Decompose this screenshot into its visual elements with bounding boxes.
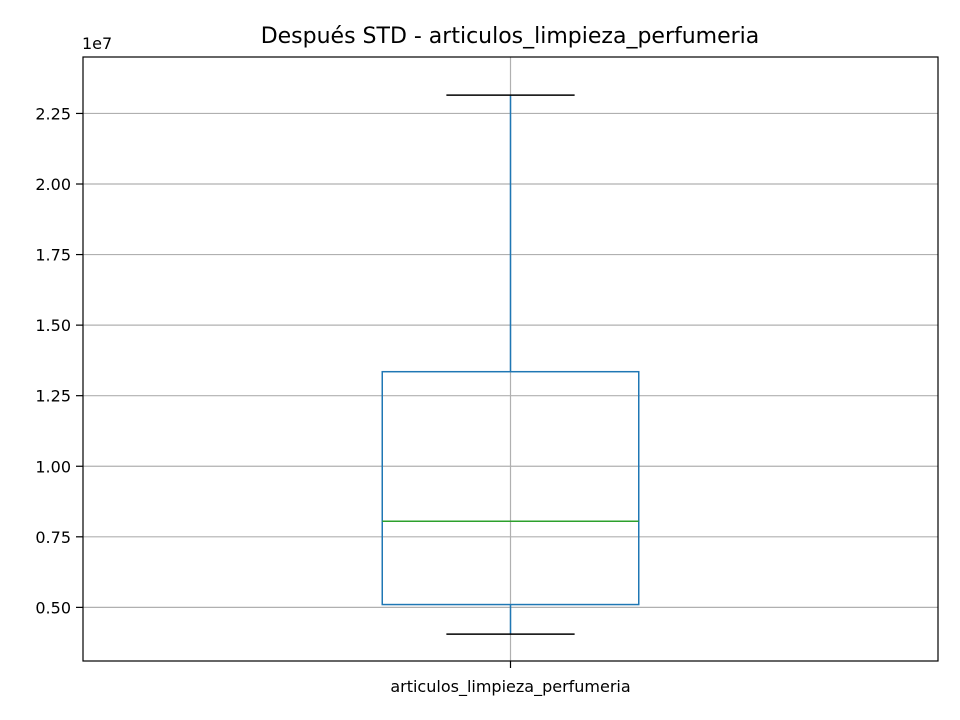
y-tick-label: 2.25 — [35, 104, 71, 123]
y-tick-label: 1.75 — [35, 246, 71, 265]
y-tick-label: 0.75 — [35, 528, 71, 547]
y-axis-ticks: 0.50 0.75 1.00 1.25 1.50 1.75 2.00 2.25 — [35, 104, 83, 617]
box-iqr — [381, 370, 640, 606]
x-axis-ticks: articulos_limpieza_perfumeria — [390, 661, 631, 697]
x-tick-label: articulos_limpieza_perfumeria — [390, 677, 630, 697]
y-tick-label: 1.00 — [35, 457, 71, 476]
y-tick-label: 1.25 — [35, 387, 71, 406]
y-tick-label: 2.00 — [35, 175, 71, 194]
plot-frame — [82, 56, 939, 662]
y-tick-label: 1.50 — [35, 316, 71, 335]
chart-title: Después STD - articulos_limpieza_perfume… — [261, 24, 760, 49]
y-tick-label: 0.50 — [35, 598, 71, 617]
box-series — [381, 94, 640, 635]
y-offset-label: 1e7 — [82, 34, 112, 53]
